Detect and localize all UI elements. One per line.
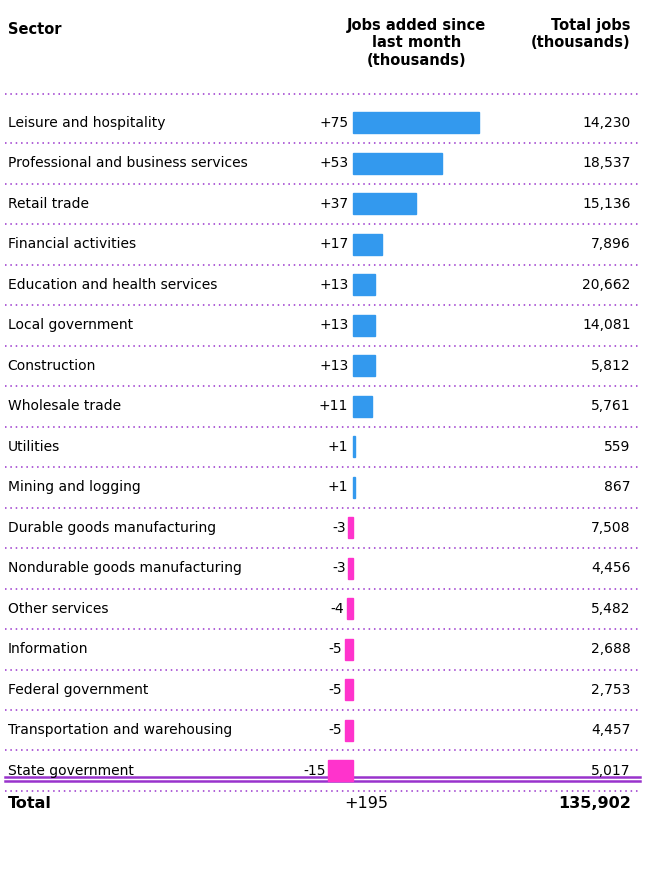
- Text: +13: +13: [319, 278, 348, 292]
- Text: -4: -4: [330, 602, 344, 616]
- Bar: [348, 517, 353, 538]
- Text: 135,902: 135,902: [558, 796, 631, 811]
- Bar: [353, 315, 375, 336]
- Text: -5: -5: [329, 724, 342, 737]
- Bar: [345, 720, 353, 740]
- Text: Nondurable goods manufacturing: Nondurable goods manufacturing: [8, 562, 242, 575]
- Text: +17: +17: [319, 238, 348, 251]
- Text: -3: -3: [332, 562, 346, 575]
- Text: Transportation and warehousing: Transportation and warehousing: [8, 724, 232, 737]
- Text: Utilities: Utilities: [8, 440, 60, 454]
- Bar: [353, 153, 442, 174]
- Text: 5,482: 5,482: [591, 602, 631, 616]
- Text: 7,896: 7,896: [591, 238, 631, 251]
- Bar: [353, 193, 415, 214]
- Text: Total: Total: [8, 796, 52, 811]
- Text: 5,761: 5,761: [591, 400, 631, 413]
- Bar: [353, 436, 355, 457]
- Text: +75: +75: [319, 116, 348, 130]
- Text: +53: +53: [319, 157, 348, 170]
- Text: Professional and business services: Professional and business services: [8, 157, 248, 170]
- Bar: [353, 274, 375, 295]
- Bar: [345, 679, 353, 700]
- Text: -5: -5: [329, 643, 342, 656]
- Text: 14,230: 14,230: [582, 116, 631, 130]
- Text: Other services: Other services: [8, 602, 108, 616]
- Bar: [353, 477, 355, 498]
- Text: 4,457: 4,457: [591, 724, 631, 737]
- Text: -3: -3: [332, 521, 346, 535]
- Text: +1: +1: [328, 481, 348, 494]
- Bar: [347, 598, 353, 619]
- Text: +195: +195: [344, 796, 388, 811]
- Bar: [353, 112, 479, 134]
- Text: +13: +13: [319, 359, 348, 373]
- Text: 5,017: 5,017: [591, 764, 631, 778]
- Text: +37: +37: [319, 197, 348, 211]
- Text: Construction: Construction: [8, 359, 96, 373]
- Text: Leisure and hospitality: Leisure and hospitality: [8, 116, 165, 130]
- Text: 7,508: 7,508: [591, 521, 631, 535]
- Text: +11: +11: [319, 400, 348, 413]
- Text: 18,537: 18,537: [582, 157, 631, 170]
- Text: 15,136: 15,136: [582, 197, 631, 211]
- Text: State government: State government: [8, 764, 134, 778]
- Text: Local government: Local government: [8, 319, 133, 332]
- Bar: [348, 558, 353, 578]
- Text: 2,688: 2,688: [591, 643, 631, 656]
- Text: -15: -15: [303, 764, 326, 778]
- Text: Total jobs
(thousands): Total jobs (thousands): [531, 18, 631, 50]
- Text: 4,456: 4,456: [591, 562, 631, 575]
- Text: Durable goods manufacturing: Durable goods manufacturing: [8, 521, 216, 535]
- Text: Jobs added since
last month
(thousands): Jobs added since last month (thousands): [347, 18, 486, 68]
- Text: Sector: Sector: [8, 22, 61, 37]
- Text: Federal government: Federal government: [8, 683, 148, 697]
- Text: Financial activities: Financial activities: [8, 238, 136, 251]
- Text: -5: -5: [329, 683, 342, 697]
- Text: 20,662: 20,662: [582, 278, 631, 292]
- Bar: [353, 355, 375, 376]
- Text: +13: +13: [319, 319, 348, 332]
- Text: +1: +1: [328, 440, 348, 454]
- Bar: [328, 760, 353, 781]
- Bar: [353, 234, 382, 255]
- Text: 867: 867: [604, 481, 631, 494]
- Text: Wholesale trade: Wholesale trade: [8, 400, 121, 413]
- Text: 2,753: 2,753: [591, 683, 631, 697]
- Text: Retail trade: Retail trade: [8, 197, 89, 211]
- Text: 559: 559: [604, 440, 631, 454]
- Text: Information: Information: [8, 643, 88, 656]
- Bar: [353, 396, 372, 417]
- Bar: [345, 639, 353, 659]
- Text: Mining and logging: Mining and logging: [8, 481, 141, 494]
- Text: 5,812: 5,812: [591, 359, 631, 373]
- Text: 14,081: 14,081: [582, 319, 631, 332]
- Text: Education and health services: Education and health services: [8, 278, 217, 292]
